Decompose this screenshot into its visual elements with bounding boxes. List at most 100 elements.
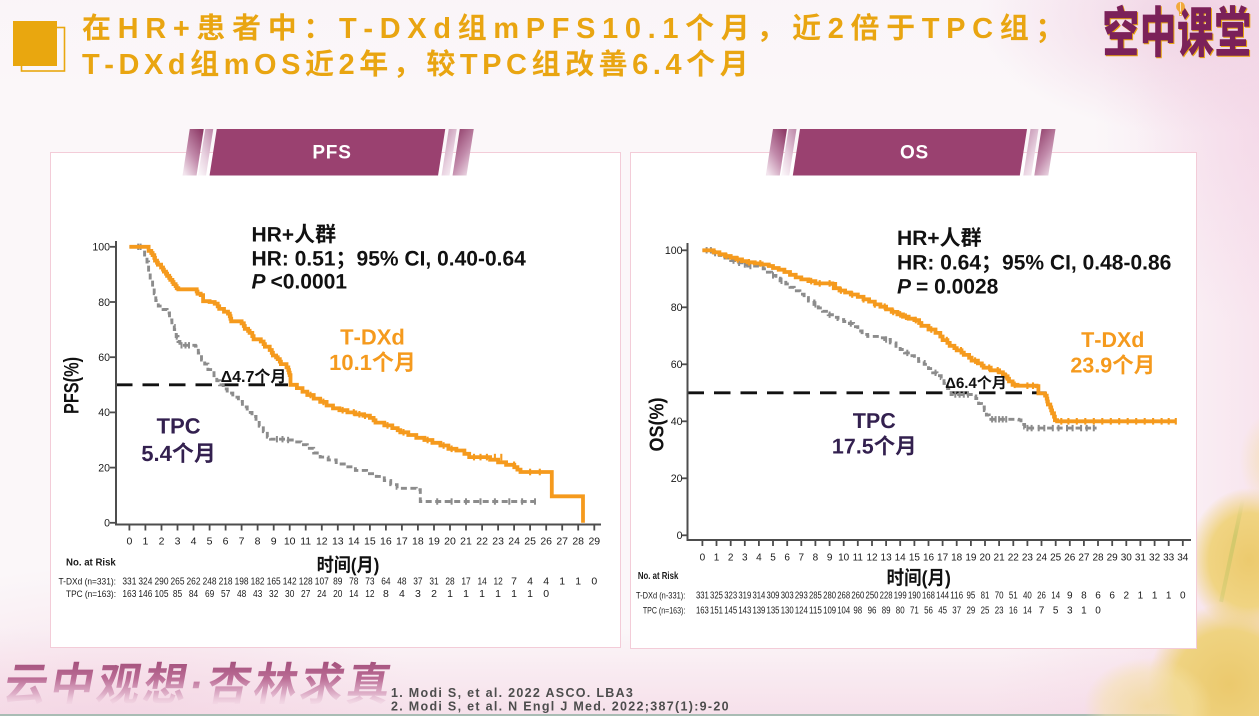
svg-text:18: 18	[951, 552, 963, 563]
svg-text:144: 144	[936, 591, 949, 602]
svg-text:5: 5	[207, 535, 213, 547]
svg-text:16: 16	[923, 552, 935, 563]
svg-text:7: 7	[1039, 606, 1045, 617]
svg-text:8: 8	[383, 588, 389, 600]
svg-text:17: 17	[461, 576, 470, 588]
svg-text:104: 104	[837, 606, 850, 617]
svg-text:331: 331	[696, 591, 709, 602]
svg-text:PFS(%): PFS(%)	[61, 357, 84, 414]
svg-text:13: 13	[332, 535, 344, 547]
svg-text:80: 80	[98, 297, 110, 309]
svg-text:23: 23	[1022, 552, 1034, 563]
svg-text:265: 265	[171, 576, 185, 588]
svg-text:96: 96	[868, 606, 877, 617]
svg-text:146: 146	[138, 588, 152, 600]
svg-text:1: 1	[575, 576, 581, 588]
svg-text:27: 27	[556, 535, 568, 547]
svg-text:64: 64	[381, 576, 390, 588]
svg-text:124: 124	[795, 606, 808, 617]
svg-text:1: 1	[1081, 606, 1087, 617]
svg-text:48: 48	[397, 576, 406, 588]
svg-text:293: 293	[795, 591, 808, 602]
svg-text:1. Modi S, et al. 2022 ASCO. L: 1. Modi S, et al. 2022 ASCO. LBA3	[391, 686, 634, 700]
svg-text:40: 40	[671, 416, 683, 428]
svg-text:1: 1	[559, 576, 565, 588]
svg-text:56: 56	[924, 606, 933, 617]
svg-text:151: 151	[710, 606, 723, 617]
svg-text:139: 139	[752, 606, 765, 617]
svg-text:84: 84	[189, 588, 198, 600]
svg-text:12: 12	[316, 535, 328, 547]
svg-text:7: 7	[239, 535, 245, 547]
svg-text:0: 0	[1180, 591, 1186, 602]
svg-text:37: 37	[952, 606, 961, 617]
svg-text:25: 25	[981, 606, 990, 617]
svg-text:78: 78	[349, 576, 358, 588]
svg-text:268: 268	[837, 591, 850, 602]
svg-text:9: 9	[271, 535, 277, 547]
svg-text:3: 3	[1067, 606, 1073, 617]
svg-text:1: 1	[714, 552, 720, 563]
svg-text:190: 190	[908, 591, 921, 602]
svg-text:31: 31	[1135, 552, 1147, 563]
svg-text:95: 95	[967, 591, 976, 602]
svg-text:14: 14	[477, 576, 486, 588]
svg-text:TPC (n=163):: TPC (n=163):	[643, 606, 685, 616]
svg-text:325: 325	[710, 591, 723, 602]
svg-text:14: 14	[349, 588, 358, 600]
svg-text:11: 11	[300, 535, 311, 547]
svg-text:20: 20	[98, 462, 110, 474]
svg-text:1: 1	[447, 588, 453, 600]
svg-text:12: 12	[493, 576, 502, 588]
svg-text:143: 143	[738, 606, 751, 617]
svg-text:12: 12	[866, 552, 878, 563]
svg-text:26: 26	[1037, 591, 1046, 602]
svg-text:0: 0	[591, 576, 597, 588]
svg-text:4: 4	[399, 588, 405, 600]
svg-text:4: 4	[527, 576, 533, 588]
svg-text:15: 15	[909, 552, 921, 563]
svg-text:303: 303	[781, 591, 794, 602]
svg-text:145: 145	[724, 606, 737, 617]
svg-text:13: 13	[881, 552, 893, 563]
svg-text:8: 8	[1081, 591, 1087, 602]
svg-text:100: 100	[92, 242, 110, 254]
svg-text:18: 18	[412, 535, 424, 547]
svg-text:250: 250	[866, 591, 879, 602]
svg-text:9: 9	[1067, 591, 1073, 602]
svg-text:6: 6	[223, 535, 229, 547]
svg-text:115: 115	[809, 606, 822, 617]
svg-text:20: 20	[444, 535, 456, 547]
svg-text:19: 19	[965, 552, 977, 563]
svg-text:163: 163	[696, 606, 709, 617]
svg-text:1: 1	[1138, 591, 1144, 602]
svg-text:2. Modi S, et al. N Engl J Med: 2. Modi S, et al. N Engl J Med. 2022;387…	[391, 700, 730, 714]
svg-text:3: 3	[175, 535, 181, 547]
svg-text:70: 70	[995, 591, 1004, 602]
svg-text:22: 22	[476, 535, 488, 547]
svg-text:105: 105	[155, 588, 169, 600]
svg-text:25: 25	[1050, 552, 1062, 563]
svg-text:2: 2	[1124, 591, 1130, 602]
svg-text:16: 16	[380, 535, 392, 547]
svg-text:31: 31	[429, 576, 438, 588]
svg-text:No. at Risk: No. at Risk	[638, 571, 679, 582]
svg-text:T-DXd (n=331):: T-DXd (n=331):	[59, 577, 117, 588]
svg-text:33: 33	[1163, 552, 1175, 563]
svg-text:73: 73	[365, 576, 374, 588]
svg-text:1: 1	[1166, 591, 1172, 602]
svg-text:60: 60	[671, 359, 683, 371]
svg-text:228: 228	[880, 591, 893, 602]
svg-text:0: 0	[126, 535, 132, 547]
svg-text:165: 165	[267, 576, 281, 588]
svg-text:24: 24	[317, 588, 326, 600]
svg-text:20: 20	[333, 588, 342, 600]
svg-text:29: 29	[1107, 552, 1119, 563]
svg-text:168: 168	[922, 591, 935, 602]
svg-text:28: 28	[1092, 552, 1104, 563]
svg-text:314: 314	[752, 591, 765, 602]
svg-text:43: 43	[253, 588, 262, 600]
svg-text:1: 1	[142, 535, 148, 547]
svg-text:22: 22	[1008, 552, 1020, 563]
svg-text:21: 21	[994, 552, 1006, 563]
